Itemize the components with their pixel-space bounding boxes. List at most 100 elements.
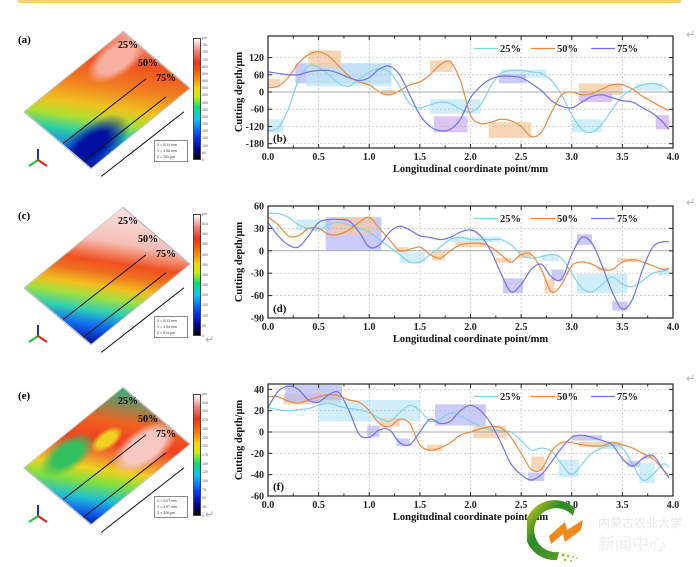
series-line-50pct xyxy=(267,394,670,478)
chart-f: 0.00.51.01.52.02.53.03.54.040200-20-40-6… xyxy=(230,378,690,538)
x-tick-label: 3.5 xyxy=(616,500,629,511)
colorbar-tick-label: 750 xyxy=(202,50,208,55)
panel-label: (a) xyxy=(18,34,31,46)
colorbar xyxy=(193,38,201,160)
surface-panel-e: (e) 25% 50% 75% μm 326 300 275 250 225 200 175 1… xyxy=(8,384,223,534)
cut-label-50: 50% xyxy=(138,58,158,69)
colorbar-tick-label: 50 xyxy=(202,150,206,155)
highlight-band xyxy=(397,247,408,253)
highlight-band xyxy=(498,74,527,84)
y-tick-label: 0 xyxy=(259,246,264,257)
colorbar-unit: μm xyxy=(202,212,207,216)
series-line-50pct xyxy=(267,51,670,138)
x-tick-label: 0.0 xyxy=(262,322,275,333)
colorbar-ticks: μm 514 500 450 400 350 300 250 200 150 100 50 0 xyxy=(202,212,222,338)
y-tick-label: 60 xyxy=(254,70,264,81)
colorbar-tick-label: 150 xyxy=(202,461,208,466)
highlight-band xyxy=(430,60,453,72)
colorbar-tick-label: 300 xyxy=(202,114,208,119)
colorbar-tick-label: 100 xyxy=(202,313,208,318)
legend-label: 50% xyxy=(557,392,578,403)
highlight-band xyxy=(639,462,655,484)
y-tick-label: 60 xyxy=(254,202,264,213)
y-tick-label: 120 xyxy=(249,53,264,64)
colorbar-tick-label: 250 xyxy=(202,122,208,127)
highlight-band xyxy=(432,250,446,261)
dimension-info-box: X = 5.14 mm Y = 3.96 mm Z = 761 μm xyxy=(154,140,188,162)
highlight-band xyxy=(502,278,524,294)
y-tick-label: -120 xyxy=(246,122,264,133)
highlight-band xyxy=(268,119,284,133)
panel-label: (b) xyxy=(273,133,287,145)
colorbar-tick-label: 0 xyxy=(202,333,204,338)
series-line-25pct xyxy=(267,402,670,481)
highlight-band xyxy=(558,459,579,477)
highlight-band xyxy=(571,119,603,133)
colorbar-tick-label: 150 xyxy=(202,136,208,141)
colorbar-tick-label: 300 xyxy=(202,409,208,414)
colorbar-tick-label: 100 xyxy=(202,143,208,148)
colorbar xyxy=(193,214,201,336)
highlight-band xyxy=(544,279,555,294)
xyz-axes-icon xyxy=(28,149,48,167)
highlight-band xyxy=(399,252,425,263)
colorbar-tick-label: 225 xyxy=(202,435,208,440)
series-line-75pct xyxy=(267,385,670,481)
colorbar-tick-label: 600 xyxy=(202,71,208,76)
colorbar-tick-label: 175 xyxy=(202,452,208,457)
watermark-logo-icon xyxy=(527,500,583,562)
y-tick-label: -90 xyxy=(251,314,264,325)
highlight-band xyxy=(426,444,443,452)
highlight-band xyxy=(396,438,410,446)
y-axis-label: Cutting depth/μm xyxy=(234,400,245,481)
highlight-band xyxy=(268,79,281,88)
highlight-band xyxy=(578,93,613,103)
series-line-75pct xyxy=(267,218,669,310)
x-axis-label: Longitudinal coordinate point/mm xyxy=(393,512,548,523)
colorbar-ticks: μm 326 300 275 250 225 200 175 150 125 100 75 50 25 0 xyxy=(202,392,222,518)
x-tick-label: 0.5 xyxy=(312,152,325,163)
x-axis-label: Longitudinal coordinate point/mm xyxy=(393,164,548,175)
highlight-band xyxy=(551,269,564,281)
series-line-25pct xyxy=(267,64,670,134)
x-tick-label: 1.5 xyxy=(414,322,427,333)
colorbar-tick-label: 125 xyxy=(202,470,208,475)
panel-label: (f) xyxy=(273,481,284,493)
page-top-border xyxy=(18,0,681,3)
cut-label-25: 25% xyxy=(118,396,138,407)
highlight-band xyxy=(296,219,331,231)
colorbar-tick-label: 350 xyxy=(202,107,208,112)
x-tick-label: 4.0 xyxy=(667,152,680,163)
cut-label-75: 75% xyxy=(156,249,176,260)
highlight-band xyxy=(518,250,532,259)
highlight-band xyxy=(597,443,623,450)
series-line-50pct xyxy=(267,216,670,294)
colorbar-ticks: μm 761 750 700 650 600 550 500 450 400 350 300 250 20… xyxy=(202,36,222,162)
colorbar-tick-label: 450 xyxy=(202,242,208,247)
colorbar-tick-label: 500 xyxy=(202,232,208,237)
highlight-band xyxy=(308,50,341,68)
x-tick-label: 0.5 xyxy=(312,500,325,511)
colorbar-tick-label: 550 xyxy=(202,79,208,84)
highlight-band xyxy=(657,269,669,276)
colorbar-tick-label: 514 xyxy=(202,222,208,227)
chart-b-svg: 0.0 0.5 1.0 1.5 2.0 2.5 3.0 3.5 4.0 120 60 0 -60 -120… xyxy=(234,35,680,175)
info-y: Y = 3.97 mm xyxy=(157,505,177,509)
y-tick-label: 30 xyxy=(254,224,264,235)
x-tick-label: 3.0 xyxy=(566,322,579,333)
colorbar-tick-label: 650 xyxy=(202,64,208,69)
panel-label: (c) xyxy=(18,210,31,222)
x-tick-label: 2.0 xyxy=(464,152,477,163)
legend-label: 25% xyxy=(500,44,521,55)
colorbar-tick-label: 150 xyxy=(202,303,208,308)
y-axis-label: Cutting depth/μm xyxy=(234,52,245,133)
highlight-band xyxy=(635,83,663,91)
colorbar xyxy=(193,394,201,516)
y-tick-label: -40 xyxy=(251,470,264,481)
legend-label: 25% xyxy=(500,214,521,225)
panel-label: (e) xyxy=(18,390,31,402)
colorbar-tick-label: 326 xyxy=(202,400,208,405)
xyz-axes-icon xyxy=(28,325,48,343)
colorbar-tick-label: 275 xyxy=(202,418,208,423)
colorbar-tick-label: 75 xyxy=(202,487,206,492)
